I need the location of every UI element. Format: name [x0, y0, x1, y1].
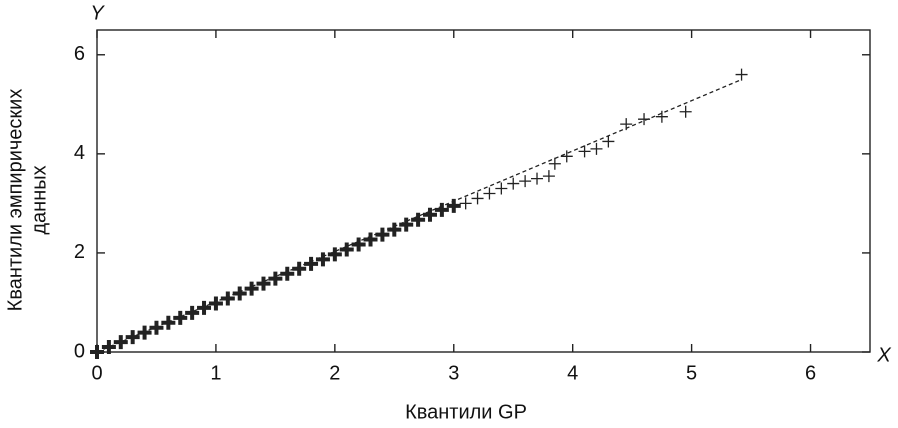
point — [422, 207, 437, 222]
point — [399, 217, 414, 232]
point — [375, 227, 390, 242]
x-tick-label: 2 — [329, 362, 340, 384]
point — [208, 296, 223, 311]
point — [519, 175, 532, 188]
point — [315, 252, 330, 267]
point — [256, 276, 271, 291]
x-tick-label: 0 — [91, 362, 102, 384]
x-axis-label: Квантили GP — [405, 401, 527, 423]
point — [268, 271, 283, 286]
point — [638, 113, 651, 126]
point — [292, 261, 307, 276]
point — [185, 305, 200, 320]
point — [434, 202, 449, 217]
point — [735, 68, 748, 81]
point — [244, 281, 259, 296]
point — [113, 335, 128, 350]
point — [655, 110, 668, 123]
point — [327, 247, 342, 262]
point — [149, 320, 164, 335]
point — [590, 142, 603, 155]
point — [620, 118, 633, 131]
y-axis-label: данных — [28, 165, 50, 234]
point — [507, 177, 520, 190]
point — [411, 212, 426, 227]
y-tick-label: 6 — [74, 43, 85, 65]
x-tick-label: 5 — [686, 362, 697, 384]
point — [137, 325, 152, 340]
point — [560, 150, 573, 163]
point — [197, 300, 212, 315]
point — [101, 340, 116, 355]
x-tick-label: 3 — [448, 362, 459, 384]
y-tick-label: 0 — [74, 340, 85, 362]
x-tick-label: 1 — [210, 362, 221, 384]
point — [446, 198, 461, 213]
point — [531, 172, 544, 185]
point — [548, 157, 561, 170]
x-axis-name: X — [876, 344, 891, 366]
point — [339, 242, 354, 257]
point — [578, 145, 591, 158]
x-tick-label: 4 — [567, 362, 578, 384]
point — [232, 286, 247, 301]
point — [483, 187, 496, 200]
point — [125, 330, 140, 345]
y-axis-name: Y — [90, 2, 105, 24]
point — [90, 345, 104, 359]
reference-line — [96, 78, 742, 353]
point — [679, 105, 692, 118]
plot-frame — [96, 29, 871, 353]
point — [471, 192, 484, 205]
y-tick-label: 4 — [74, 142, 85, 164]
point — [387, 222, 402, 237]
point — [363, 232, 378, 247]
y-axis-label: Квантили эмпирических — [4, 89, 26, 312]
point — [304, 256, 319, 271]
x-tick-label: 6 — [805, 362, 816, 384]
point — [495, 182, 508, 195]
point — [459, 197, 472, 210]
point — [220, 291, 235, 306]
y-tick-label: 2 — [74, 241, 85, 263]
point — [602, 135, 615, 148]
point — [173, 310, 188, 325]
point — [542, 170, 555, 183]
point — [161, 315, 176, 330]
point — [280, 266, 295, 281]
point — [351, 237, 366, 252]
